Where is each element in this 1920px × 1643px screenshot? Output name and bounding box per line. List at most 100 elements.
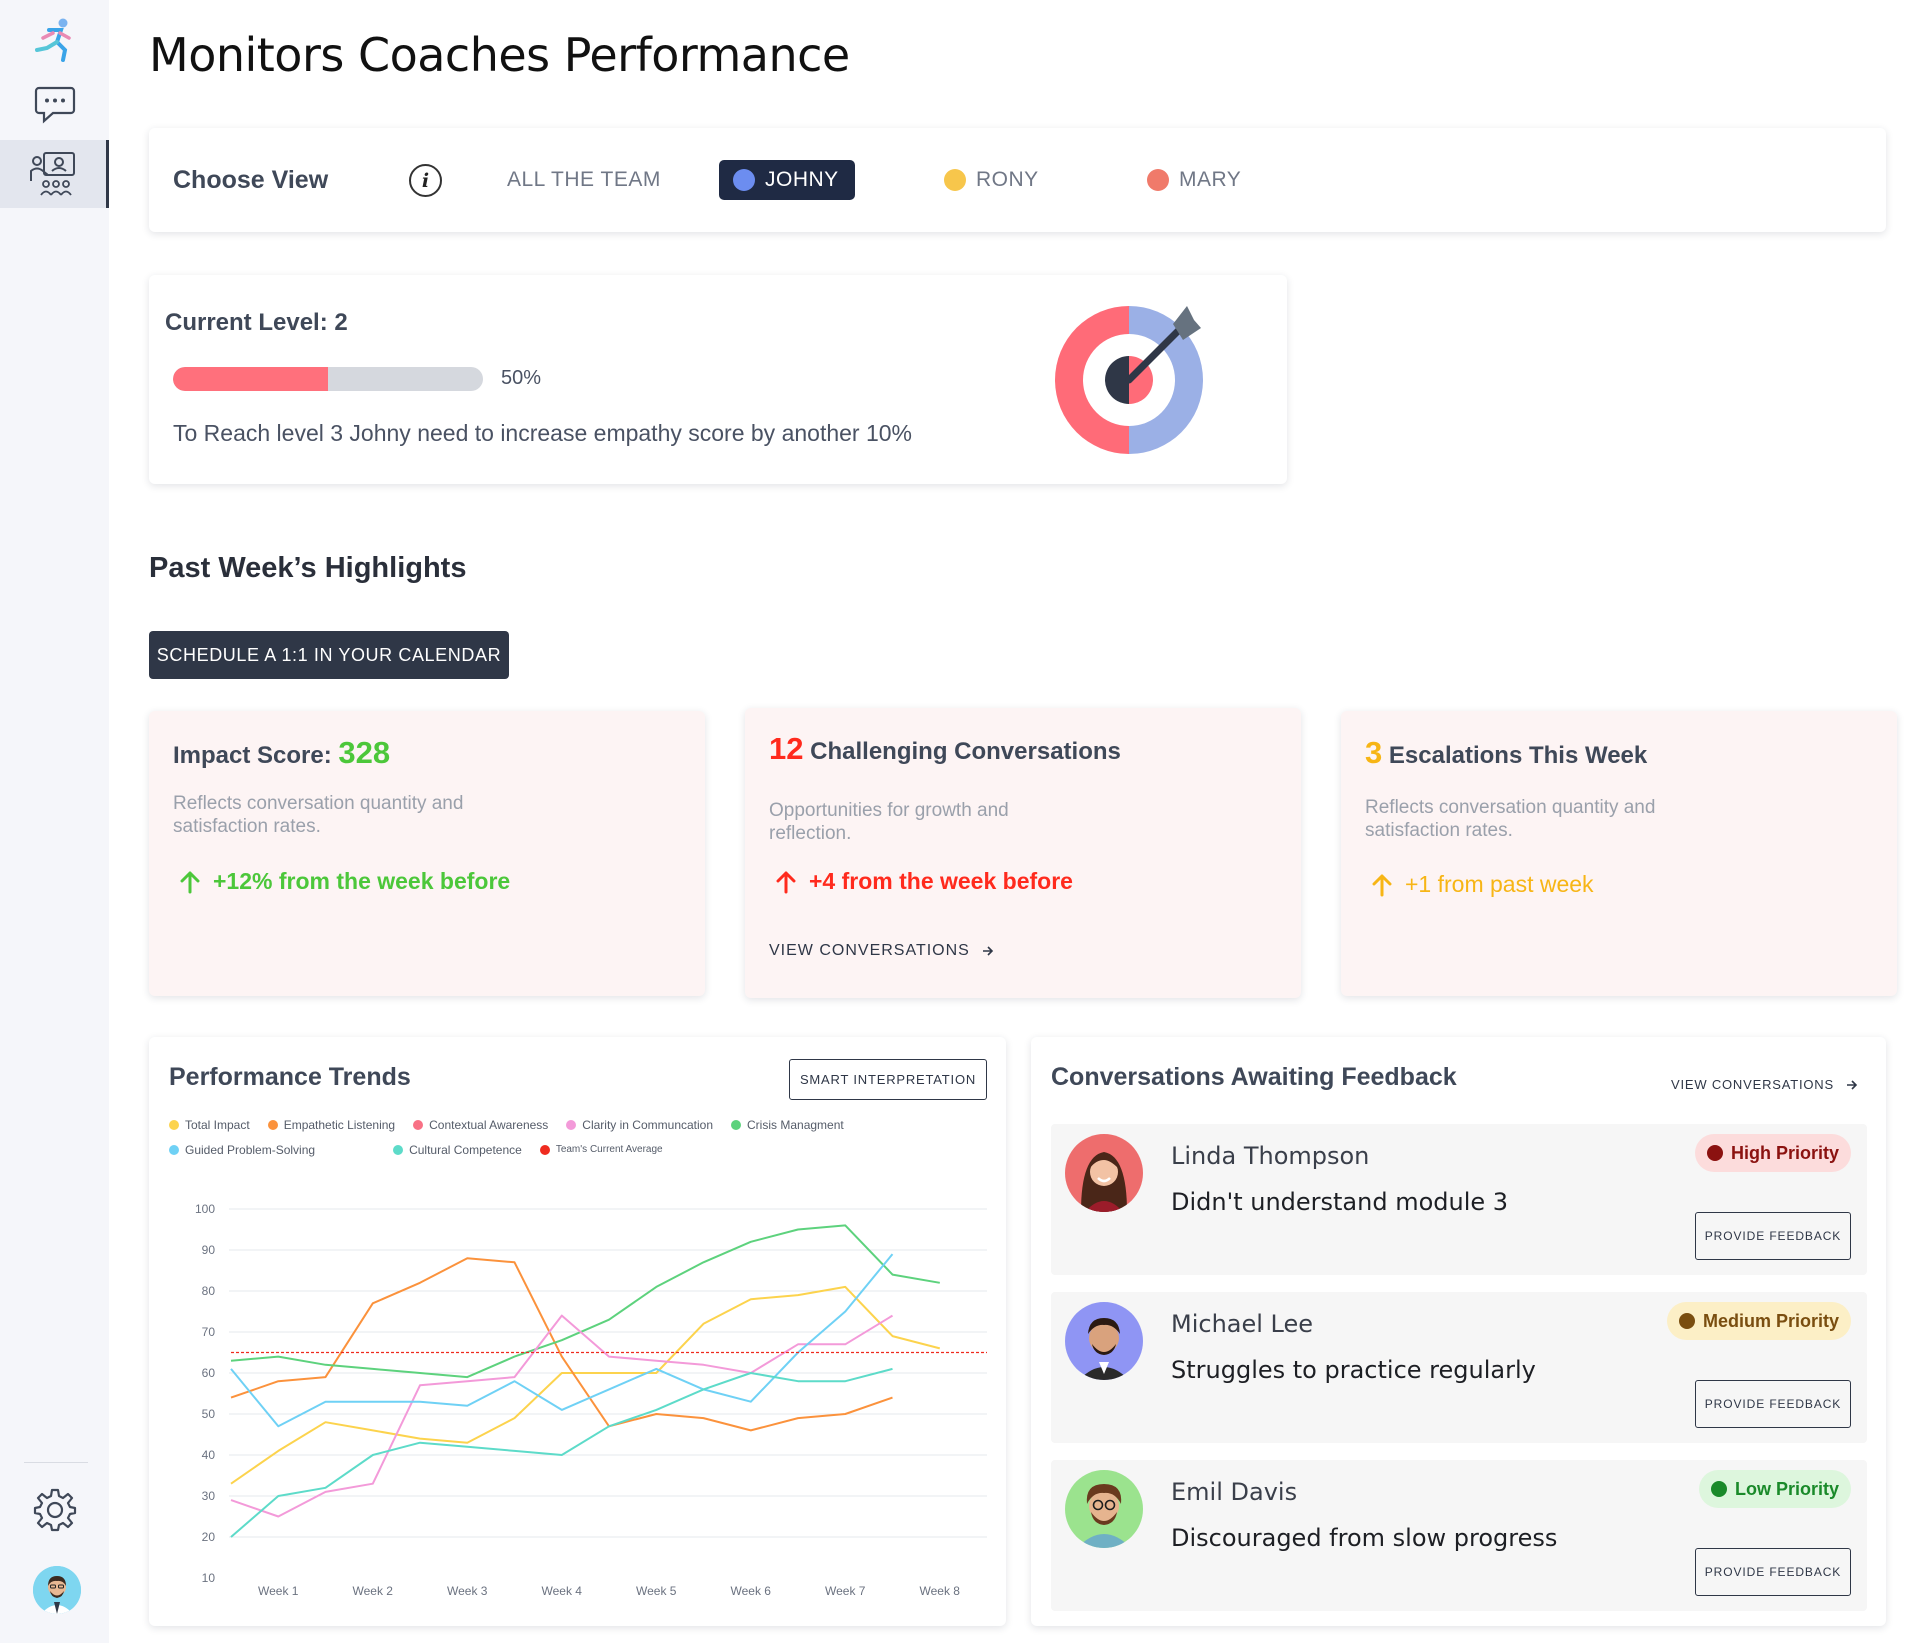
x-tick-label: Week 1 <box>258 1584 299 1598</box>
legend-label: Empathetic Listening <box>283 1117 396 1132</box>
feedback-message: Struggles to practice regularly <box>1171 1356 1536 1384</box>
x-tick-label: Week 5 <box>636 1584 677 1598</box>
challenging-conversations-card: 12 Challenging Conversations Opportuniti… <box>745 708 1301 998</box>
legend-item[interactable]: Clarity in Communcation <box>566 1116 713 1133</box>
nav-chat[interactable] <box>0 70 109 138</box>
legend-label: Guided Problem-Solving <box>185 1142 316 1157</box>
legend-label: Total Impact <box>185 1117 250 1132</box>
series-line-clarity-in-communcation <box>230 1314 894 1518</box>
legend-label: Cultural Competence <box>409 1142 522 1157</box>
view-conversations-label: VIEW CONVERSATIONS <box>769 942 970 959</box>
impact-score-label: Impact Score: <box>173 742 339 769</box>
escalations-count: 3 <box>1365 735 1383 770</box>
avatar <box>1065 1134 1143 1212</box>
tab-label: RONY <box>976 168 1039 191</box>
legend-item[interactable]: Cultural Competence <box>393 1141 522 1158</box>
legend-swatch <box>566 1119 577 1130</box>
series-line-total-impact <box>230 1285 941 1485</box>
avatar <box>1065 1470 1143 1548</box>
escalations-label: Escalations This Week <box>1382 742 1648 769</box>
y-tick-label: 60 <box>202 1366 216 1380</box>
legend-item[interactable]: Team's Current Average <box>539 1141 663 1158</box>
performance-line-chart: 100 90 80 70 60 50 40 30 20 10 Week 1 Week 2 Week 3 W… <box>195 1202 987 1598</box>
legend-item[interactable]: Contextual Awareness <box>413 1116 548 1133</box>
legend-item[interactable]: Empathetic Listening <box>267 1116 396 1133</box>
feedback-item[interactable]: Linda Thompson Didn't understand module … <box>1051 1124 1867 1275</box>
schedule-one-on-one-button[interactable]: SCHEDULE A 1:1 IN YOUR CALENDAR <box>149 631 509 679</box>
view-conversations-link[interactable]: VIEW CONVERSATIONS <box>769 942 994 960</box>
view-selector-title: Choose View <box>173 166 329 194</box>
escalations-title: 3 Escalations This Week <box>1365 735 1647 771</box>
tab-all-the-team[interactable]: ALL THE TEAM <box>507 160 661 200</box>
challenging-trend-text: +4 from the week before <box>809 868 1073 894</box>
y-tick-label: 30 <box>202 1489 216 1503</box>
legend-item[interactable]: Guided Problem-Solving <box>169 1141 315 1158</box>
page-title: Monitors Coaches Performance <box>149 28 850 82</box>
settings-button[interactable] <box>0 1480 109 1540</box>
provide-feedback-button[interactable]: PROVIDE FEEDBACK <box>1695 1548 1851 1596</box>
performance-title: Performance Trends <box>169 1063 411 1091</box>
challenging-label: Challenging Conversations <box>803 738 1121 765</box>
nav-coach-performance[interactable] <box>0 140 109 208</box>
tab-johny[interactable]: JOHNY <box>719 160 855 200</box>
smart-interpretation-button[interactable]: SMART INTERPRETATION <box>789 1059 987 1100</box>
app-logo[interactable] <box>0 6 109 74</box>
tab-rony[interactable]: RONY <box>944 160 1039 200</box>
level-note: To Reach level 3 Johny need to increase … <box>173 420 912 446</box>
highlights-title: Past Week’s Highlights <box>149 552 467 584</box>
series-line-empathetic-listening <box>230 1257 893 1432</box>
feedback-item[interactable]: Michael Lee Struggles to practice regula… <box>1051 1292 1867 1443</box>
legend-item[interactable]: Crisis Managment <box>731 1116 844 1133</box>
priority-dot <box>1678 1313 1695 1329</box>
tab-mary[interactable]: MARY <box>1147 160 1241 200</box>
michael-avatar-image <box>1065 1302 1143 1380</box>
feedback-card: Conversations Awaiting Feedback VIEW CON… <box>1031 1037 1886 1626</box>
legend-item[interactable]: Total Impact <box>169 1116 250 1133</box>
priority-label: Low Priority <box>1734 1478 1839 1499</box>
johny-avatar <box>733 169 755 191</box>
feedback-name: Michael Lee <box>1171 1310 1314 1338</box>
runner-logo-icon <box>34 18 71 62</box>
y-tick-label: 40 <box>202 1448 216 1462</box>
sidebar-divider <box>24 1462 88 1463</box>
emil-avatar-image <box>1065 1470 1143 1548</box>
series-line-crisis-managment <box>230 1224 940 1379</box>
arrow-up-icon <box>776 871 796 893</box>
priority-badge: Low Priority <box>1698 1470 1851 1508</box>
info-icon[interactable]: i <box>409 164 442 197</box>
rony-avatar <box>944 169 966 191</box>
escalations-desc: Reflects conversation quantity and satis… <box>1365 797 1656 841</box>
provide-feedback-button[interactable]: PROVIDE FEEDBACK <box>1695 1380 1851 1428</box>
avatar <box>1065 1302 1143 1380</box>
user-avatar-image <box>33 1566 81 1614</box>
impact-score-value: 328 <box>338 735 391 770</box>
feedback-item[interactable]: Emil Davis Discouraged from slow progres… <box>1051 1460 1867 1611</box>
view-selector: Choose View i ALL THE TEAM JOHNY RONY MA… <box>149 128 1886 232</box>
provide-feedback-button[interactable]: PROVIDE FEEDBACK <box>1695 1212 1851 1260</box>
feedback-name: Linda Thompson <box>1171 1142 1370 1170</box>
performance-trends-card: Performance Trends SMART INTERPRETATION … <box>149 1037 1006 1626</box>
legend-swatch <box>413 1119 424 1130</box>
priority-badge: Medium Priority <box>1666 1302 1851 1340</box>
y-tick-label: 50 <box>202 1407 216 1421</box>
escalations-trend-text: +1 from past week <box>1405 871 1594 897</box>
legend-swatch <box>169 1119 179 1130</box>
y-tick-label: 20 <box>202 1530 216 1544</box>
legend-label: Crisis Managment <box>747 1117 844 1132</box>
level-progress-bar <box>173 367 483 391</box>
y-tick-label: 70 <box>202 1325 216 1339</box>
priority-dot <box>1710 1481 1727 1497</box>
legend-label: Clarity in Communcation <box>582 1117 714 1132</box>
chart-legend: Total Impact Empathetic Listening Contex… <box>169 1116 969 1158</box>
priority-label: High Priority <box>1730 1142 1839 1163</box>
legend-label: Contextual Awareness <box>429 1117 549 1132</box>
tab-label: JOHNY <box>765 168 839 191</box>
feedback-message: Discouraged from slow progress <box>1171 1524 1558 1552</box>
arrow-right-icon <box>1846 1079 1858 1090</box>
gear-icon <box>33 1488 76 1532</box>
user-avatar[interactable] <box>33 1566 81 1614</box>
impact-score-desc: Reflects conversation quantity and satis… <box>173 793 464 837</box>
escalations-card: 3 Escalations This Week Reflects convers… <box>1341 711 1897 996</box>
feedback-view-conversations-link[interactable]: VIEW CONVERSATIONS <box>1671 1077 1858 1092</box>
sidebar <box>0 0 109 1643</box>
